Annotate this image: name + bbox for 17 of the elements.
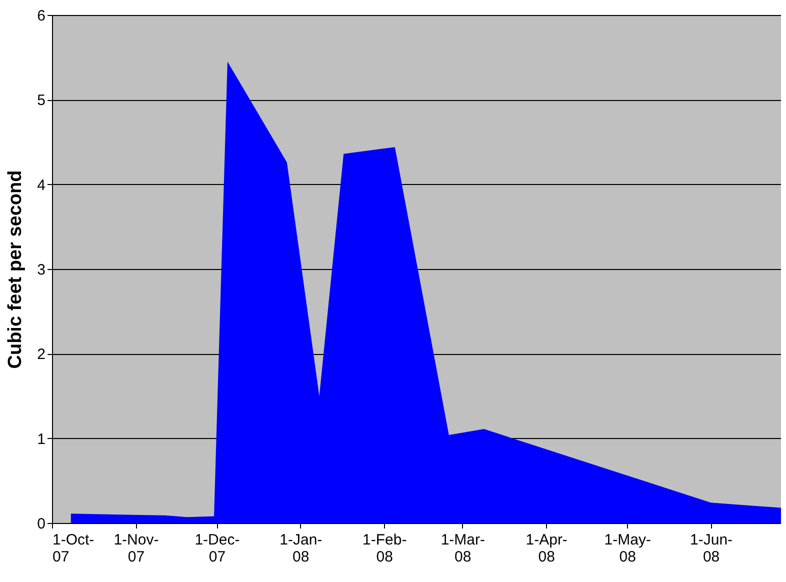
x-tick-label: 1-May-08	[604, 532, 651, 566]
y-tick-label: 3	[37, 262, 46, 278]
x-tick-label: 1-Feb-08	[362, 532, 407, 566]
x-tick-label: 1-Dec-07	[194, 532, 240, 566]
x-tick-label: 1-Oct-07	[52, 532, 94, 566]
y-axis-title: Cubic feet per second	[5, 170, 26, 369]
y-tick-label: 5	[37, 92, 46, 110]
y-tick-label: 4	[37, 176, 46, 194]
x-tick-label: 1-Nov-07	[114, 532, 159, 566]
x-tick-label: 1-Jun-08	[690, 532, 733, 566]
x-tick-label: 1-Jan-08	[280, 532, 322, 566]
y-tick-label: 6	[37, 8, 46, 24]
y-tick-label: 1	[37, 430, 46, 448]
x-tick-label: 1-Mar-08	[440, 532, 485, 566]
y-tick-label: 0	[37, 516, 46, 532]
y-tick-label: 2	[37, 346, 46, 364]
x-tick-label: 1-Apr-08	[526, 532, 568, 566]
